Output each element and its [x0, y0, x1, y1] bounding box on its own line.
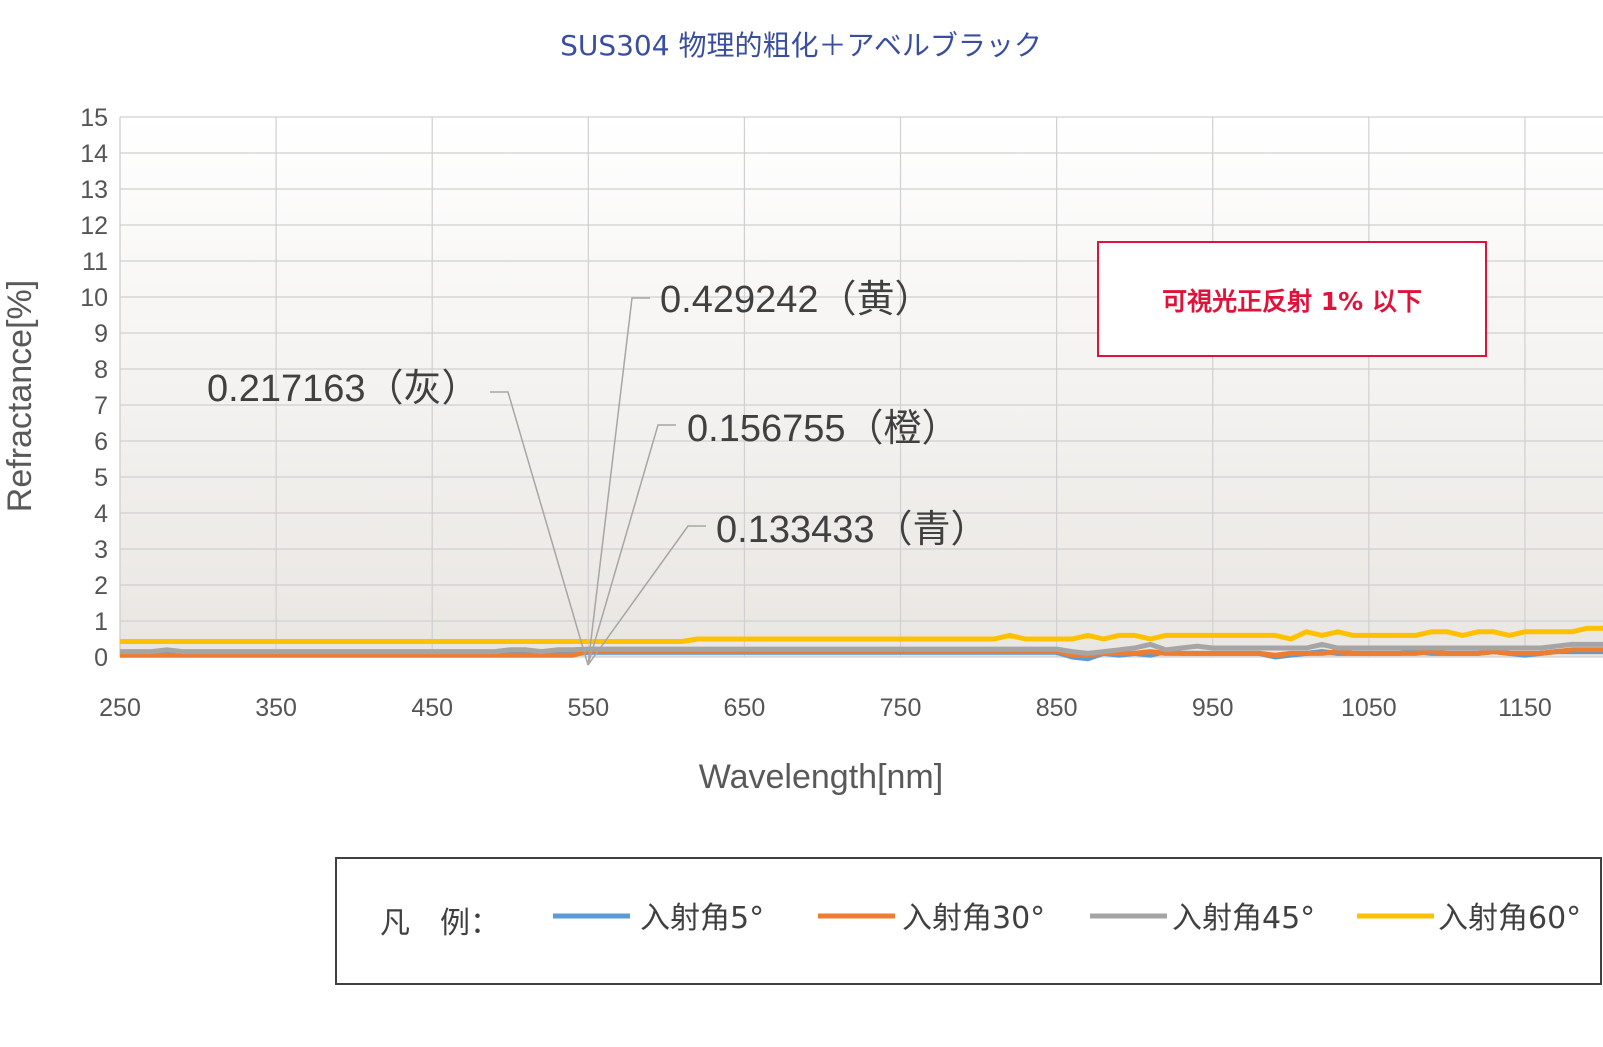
callout-line-blue — [587, 525, 706, 666]
x-tick-label: 550 — [567, 694, 609, 722]
y-tick-label: 7 — [94, 392, 108, 420]
x-tick-label: 350 — [255, 694, 297, 722]
legend-label-5: 入射角5° — [640, 901, 764, 936]
callout-line-gray — [490, 391, 589, 666]
y-tick-label: 5 — [94, 464, 108, 492]
annotation-gray: 0.217163（灰） — [207, 368, 480, 410]
x-tick-label: 650 — [724, 694, 766, 722]
legend-label-30: 入射角30° — [902, 901, 1045, 936]
y-axis-label: Refractance[%] — [1, 280, 39, 512]
y-tick-label: 8 — [94, 356, 108, 384]
y-tick-label: 3 — [94, 536, 108, 564]
x-tick-label: 1150 — [1498, 694, 1552, 722]
callout-line-orange — [587, 424, 676, 666]
y-tick-label: 12 — [80, 212, 108, 240]
legend-label-45: 入射角45° — [1172, 901, 1315, 936]
note-box — [1097, 241, 1487, 357]
annotation-callouts — [490, 297, 706, 666]
note-text: 可視光正反射 1% 以下 — [1162, 287, 1422, 316]
series-line-2 — [120, 641, 1603, 656]
y-tick-label: 13 — [80, 176, 108, 204]
annotation-yellow: 0.429242（黄） — [660, 279, 933, 321]
y-tick-label: 15 — [80, 104, 108, 132]
x-tick-label: 950 — [1192, 694, 1234, 722]
y-tick-label: 9 — [94, 320, 108, 348]
y-tick-label: 10 — [80, 284, 108, 312]
y-tick-label: 2 — [94, 572, 108, 600]
y-tick-label: 0 — [94, 644, 108, 672]
plot-background — [120, 117, 1603, 657]
annotation-blue: 0.133433（青） — [716, 509, 989, 551]
series-line-3 — [120, 625, 1603, 644]
x-axis-label: Wavelength[nm] — [699, 758, 943, 796]
x-tick-labels: 250 350 450 550 650 750 850 950 1050 1150 — [99, 694, 1552, 722]
x-tick-label: 250 — [99, 694, 141, 722]
x-tick-label: 450 — [411, 694, 453, 722]
callout-line-yellow — [587, 297, 650, 666]
y-tick-label: 6 — [94, 428, 108, 456]
y-tick-label: 14 — [80, 140, 108, 168]
x-tick-label: 750 — [880, 694, 922, 722]
series-lines — [120, 625, 1603, 662]
y-tick-label: 11 — [82, 248, 108, 276]
x-tick-label: 1050 — [1341, 694, 1397, 722]
annotation-orange: 0.156755（橙） — [687, 408, 960, 450]
legend-heading: 凡 例： — [380, 906, 500, 941]
y-tick-label: 4 — [94, 500, 108, 528]
legend-box — [335, 857, 1602, 985]
chart-title: SUS304 物理的粗化＋アベルブラック — [560, 29, 1042, 62]
legend-label-60: 入射角60° — [1438, 901, 1581, 936]
x-tick-label: 850 — [1036, 694, 1078, 722]
y-tick-label: 1 — [94, 608, 108, 636]
